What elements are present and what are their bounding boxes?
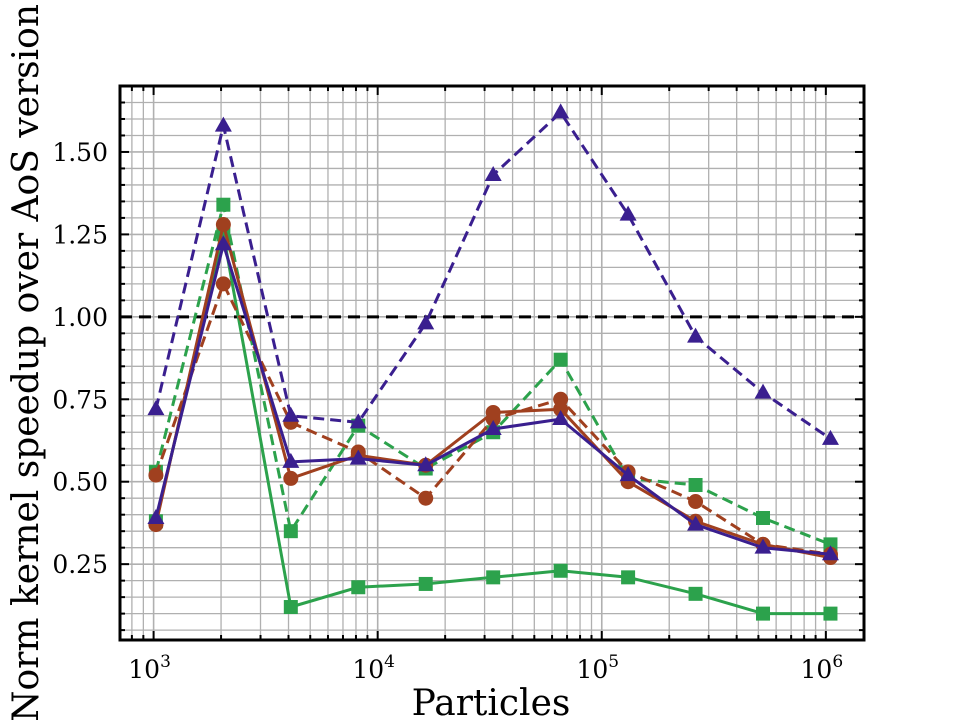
data-point-circle: [215, 276, 231, 292]
data-point-circle: [215, 217, 231, 232]
data-point-triangle: [821, 545, 839, 561]
data-point-triangle: [349, 449, 367, 465]
data-point-triangle: [282, 452, 300, 468]
data-point-triangle: [417, 456, 435, 472]
y-axis-title: Norm kernel speedup over AoS version: [6, 4, 47, 720]
data-point-triangle: [147, 508, 165, 524]
x-tick-label-base: 10: [128, 655, 160, 684]
axes-frame-group: [118, 84, 866, 642]
x-tick-label-base: 10: [801, 655, 833, 684]
data-point-triangle: [687, 327, 705, 343]
y-tick-label: 1.25: [52, 220, 108, 249]
data-point-triangle: [484, 166, 502, 182]
data-point-triangle: [214, 235, 232, 251]
data-point-square: [216, 197, 231, 212]
data-point-circle: [485, 404, 501, 420]
data-point-circle: [688, 494, 704, 509]
axes-frame: [118, 84, 866, 642]
y-tick-label: 0.75: [52, 385, 108, 414]
data-point-triangle: [282, 406, 300, 422]
data-point-triangle: [552, 103, 570, 119]
data-point-circle: [283, 470, 299, 486]
series-5: [147, 103, 839, 445]
x-tick-label: 103: [128, 652, 171, 684]
data-point-triangle: [754, 383, 772, 399]
data-point-triangle: [687, 515, 705, 531]
data-point-square: [688, 478, 703, 493]
x-tick-label-exponent: 4: [384, 652, 395, 672]
x-axis-title: Particles: [412, 683, 571, 720]
data-point-triangle: [619, 205, 637, 221]
data-point-square: [283, 600, 298, 615]
data-point-square: [283, 524, 298, 539]
data-point-square: [823, 606, 838, 621]
data-point-triangle: [349, 413, 367, 429]
x-tick-label: 105: [576, 652, 619, 684]
data-point-square: [553, 563, 568, 578]
grid: [120, 86, 864, 640]
y-tick-label: 1.00: [52, 303, 108, 332]
x-tick-label-base: 10: [576, 655, 608, 684]
data-point-square: [756, 606, 771, 621]
data-point-circle: [148, 467, 164, 483]
data-point-triangle: [147, 400, 165, 416]
data-point-square: [756, 510, 771, 525]
y-tick-label: 1.50: [52, 138, 108, 167]
data-point-circle: [418, 490, 434, 506]
data-point-triangle: [552, 410, 570, 426]
series-6: [147, 235, 839, 561]
data-point-triangle: [214, 116, 232, 132]
x-tick-label-exponent: 6: [832, 652, 843, 672]
data-point-square: [486, 570, 501, 585]
data-point-triangle: [619, 466, 637, 482]
x-tick-label: 106: [801, 652, 844, 684]
data-point-triangle: [821, 429, 839, 445]
series-group: [147, 103, 839, 621]
data-point-triangle: [417, 314, 435, 330]
y-tick-label: 0.50: [52, 468, 108, 497]
x-tick-label-exponent: 5: [608, 652, 619, 672]
data-point-triangle: [484, 419, 502, 435]
x-tick-label-base: 10: [352, 655, 384, 684]
y-tick-label: 0.25: [52, 550, 108, 579]
data-point-triangle: [754, 538, 772, 554]
data-point-square: [553, 352, 568, 367]
data-point-square: [621, 570, 636, 585]
data-point-circle: [553, 401, 569, 417]
data-point-square: [351, 580, 366, 595]
data-point-square: [688, 586, 703, 601]
x-tick-label-exponent: 3: [160, 652, 171, 672]
data-point-square: [418, 576, 433, 591]
x-tick-label: 104: [352, 652, 395, 684]
